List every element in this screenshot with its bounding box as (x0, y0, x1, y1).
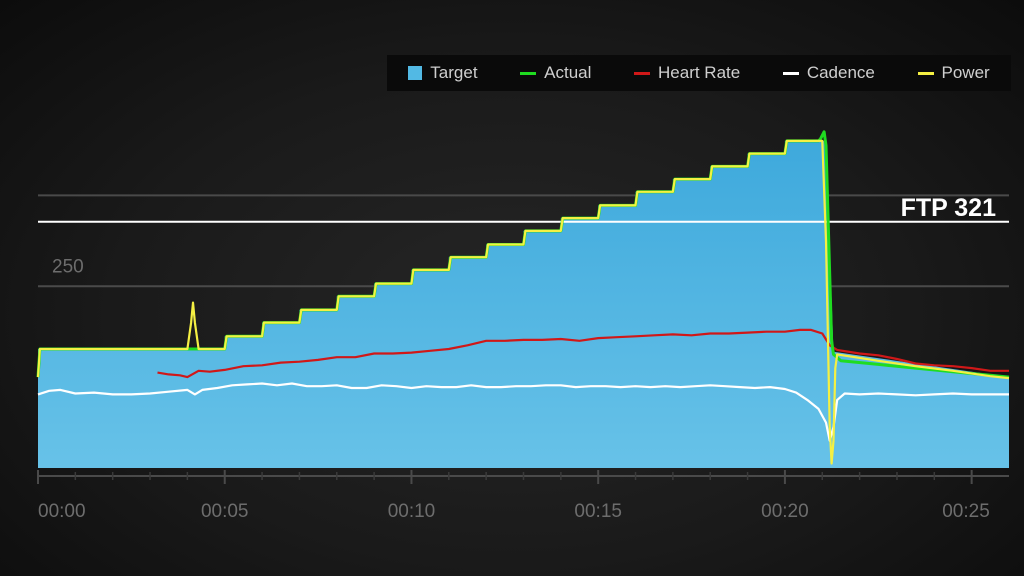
x-tick-label: 00:25 (942, 501, 990, 522)
legend-item-power[interactable]: Power (917, 63, 990, 83)
series-line-heart-rate (157, 328, 1009, 379)
x-tick-label: 00:20 (761, 501, 809, 522)
legend-item-actual[interactable]: Actual (520, 63, 591, 83)
legend-label-power: Power (941, 63, 990, 82)
legend-item-target[interactable]: Target (408, 63, 478, 83)
legend-item-heart-rate[interactable]: Heart Rate (634, 63, 740, 83)
legend-swatch-power (917, 71, 934, 75)
x-tick-label: 00:15 (574, 501, 622, 522)
legend-label-heart-rate: Heart Rate (658, 63, 741, 82)
legend-swatch-target (408, 66, 423, 80)
series-line-power (36, 139, 1010, 465)
legend-swatch-actual (520, 71, 537, 75)
legend-swatch-cadence (782, 71, 799, 75)
legend-swatch-heart-rate (634, 71, 651, 75)
target-area (38, 140, 1009, 468)
x-tick-label: 00:00 (38, 501, 86, 522)
x-tick-label: 00:10 (388, 501, 436, 522)
legend-item-cadence[interactable]: Cadence (782, 63, 875, 83)
y-tick-label: 250 (52, 256, 84, 277)
legend-label-cadence: Cadence (806, 63, 875, 82)
legend-label-target: Target (430, 63, 478, 82)
chart-legend: Target Actual Heart Rate Cadence Power (387, 55, 1011, 91)
ftp-label: FTP 321 (901, 194, 997, 222)
legend-label-actual: Actual (544, 63, 592, 82)
x-tick-label: 00:05 (201, 501, 249, 522)
